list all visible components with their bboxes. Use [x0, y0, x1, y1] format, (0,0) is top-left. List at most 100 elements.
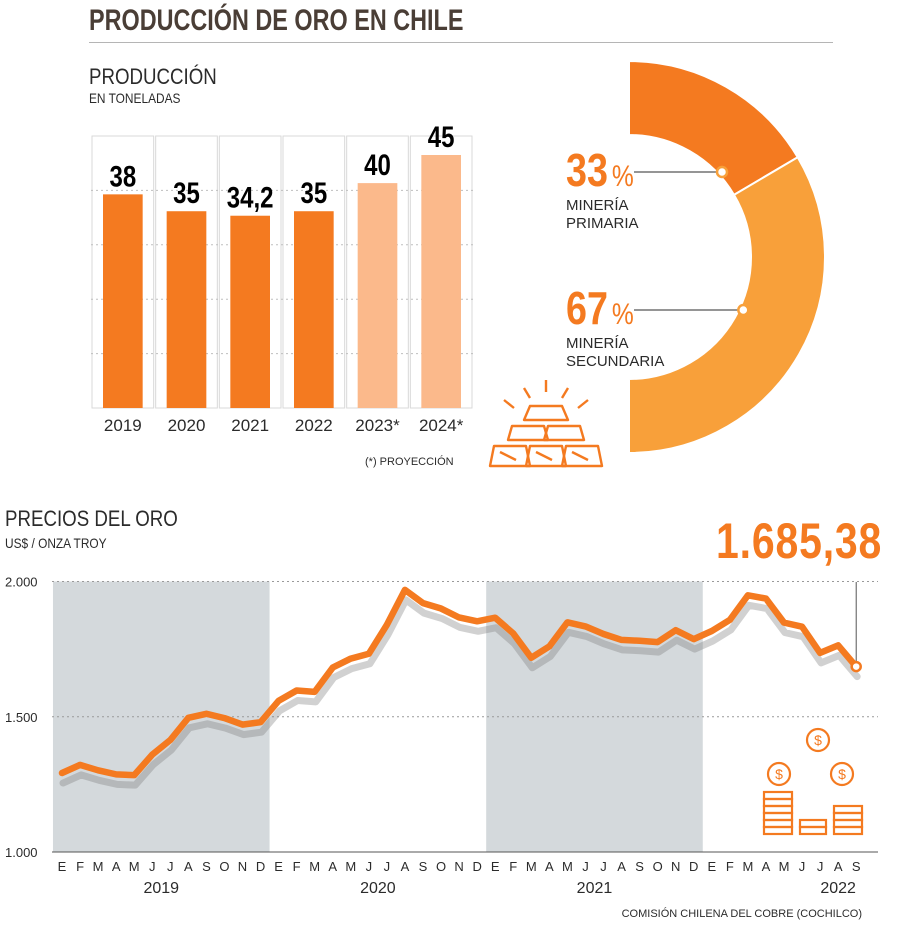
bar-year-label: 2021 — [231, 416, 269, 435]
price-line-shadow — [59, 596, 861, 789]
bar-2020 — [166, 211, 207, 408]
bar-2019 — [103, 194, 143, 408]
price-heading: PRECIOS DEL ORO — [5, 506, 178, 531]
svg-text:$: $ — [814, 732, 822, 748]
bar-year-label: 2022 — [295, 416, 333, 435]
donut-category-label: PRIMARIA — [566, 215, 639, 232]
month-label: D — [472, 859, 481, 874]
bar-year-label: 2024* — [419, 416, 464, 435]
donut-category-label: SECUNDARIA — [566, 353, 664, 370]
latest-price: 1.685,38 — [716, 513, 883, 569]
year-label: 2019 — [143, 880, 179, 897]
month-label: S — [635, 859, 644, 874]
bar-year-label: 2019 — [104, 416, 142, 435]
bar-2024* — [421, 155, 461, 408]
month-label: N — [454, 859, 463, 874]
month-label: E — [58, 859, 67, 874]
donut-percent-sign: % — [612, 159, 634, 193]
bar-2021 — [230, 215, 270, 408]
donut-slice-1 — [628, 155, 826, 455]
month-label: F — [76, 859, 84, 874]
production-bar-chart: 38 2019 35 2020 34,2 2021 35 2022 40 2023* 45 2024* — [91, 119, 473, 435]
month-label: M — [742, 859, 753, 874]
month-label: M — [345, 859, 356, 874]
month-label: M — [526, 859, 537, 874]
donut-category-label: MINERÍA — [566, 197, 629, 214]
page-title: PRODUCCIÓN DE ORO EN CHILE — [89, 4, 464, 37]
month-label: A — [617, 859, 626, 874]
month-label: A — [762, 859, 771, 874]
month-label: A — [401, 859, 410, 874]
bar-value-label: 34,2 — [227, 180, 274, 214]
month-label: M — [779, 859, 790, 874]
month-label: F — [293, 859, 301, 874]
month-label: M — [562, 859, 573, 874]
donut-percent-label: 33% — [566, 144, 634, 195]
bar-value-label: 35 — [173, 176, 200, 210]
latest-price-marker — [850, 660, 862, 673]
donut-percent-label: 67% — [566, 282, 634, 333]
month-label: J — [149, 859, 156, 874]
source-credit: COMISIÓN CHILENA DEL COBRE (COCHILCO) — [621, 908, 862, 920]
month-label: F — [509, 859, 517, 874]
month-label: O — [436, 859, 446, 874]
month-label: J — [799, 859, 806, 874]
month-label: M — [93, 859, 104, 874]
price-ytick-label: 1.500 — [5, 710, 38, 725]
month-label: D — [256, 859, 265, 874]
month-label: A — [184, 859, 193, 874]
month-label: A — [834, 859, 843, 874]
month-label: E — [491, 859, 500, 874]
month-label: A — [545, 859, 554, 874]
month-label: O — [653, 859, 663, 874]
price-ytick-label: 1.000 — [5, 845, 38, 860]
month-label: E — [274, 859, 283, 874]
month-label: N — [238, 859, 247, 874]
year-label: 2022 — [820, 880, 856, 897]
month-label: J — [366, 859, 373, 874]
bar-2022 — [294, 211, 334, 408]
title-divider — [89, 42, 833, 43]
month-label: S — [202, 859, 211, 874]
donut-percent-sign: % — [612, 297, 634, 331]
month-label: D — [689, 859, 698, 874]
month-label: J — [600, 859, 607, 874]
month-label: S — [419, 859, 428, 874]
svg-text:$: $ — [838, 766, 846, 782]
month-label: J — [384, 859, 391, 874]
month-label: J — [167, 859, 174, 874]
coins-icon: $ $ $ — [762, 727, 864, 836]
donut-marker — [715, 165, 729, 179]
donut-marker — [737, 303, 750, 317]
svg-text:$: $ — [775, 766, 783, 782]
bar-value-label: 38 — [109, 159, 136, 193]
bar-value-label: 45 — [428, 119, 455, 153]
price-ytick-label: 2.000 — [5, 575, 38, 590]
month-label: O — [219, 859, 229, 874]
bar-year-label: 2020 — [168, 416, 206, 435]
month-label: N — [671, 859, 680, 874]
gold-bars-icon — [488, 380, 604, 468]
bar-2023* — [357, 183, 398, 408]
projection-note: (*) PROYECCIÓN — [365, 456, 454, 468]
donut-percent-value: 33 — [566, 144, 608, 195]
month-label: S — [852, 859, 861, 874]
month-label: F — [726, 859, 734, 874]
bar-value-label: 35 — [300, 176, 327, 210]
month-label: M — [309, 859, 320, 874]
year-label: 2020 — [360, 880, 396, 897]
bar-year-label: 2023* — [355, 416, 400, 435]
month-label: E — [707, 859, 716, 874]
month-label: M — [129, 859, 140, 874]
bar-value-label: 40 — [364, 148, 391, 182]
month-label: J — [817, 859, 824, 874]
production-subheading: EN TONELADAS — [89, 90, 181, 106]
year-label: 2021 — [577, 880, 613, 897]
donut-category-label: MINERÍA — [566, 335, 629, 352]
month-label: J — [582, 859, 589, 874]
price-subheading: US$ / ONZA TROY — [5, 535, 107, 551]
donut-percent-value: 67 — [566, 282, 608, 333]
production-heading: PRODUCCIÓN — [89, 64, 217, 89]
